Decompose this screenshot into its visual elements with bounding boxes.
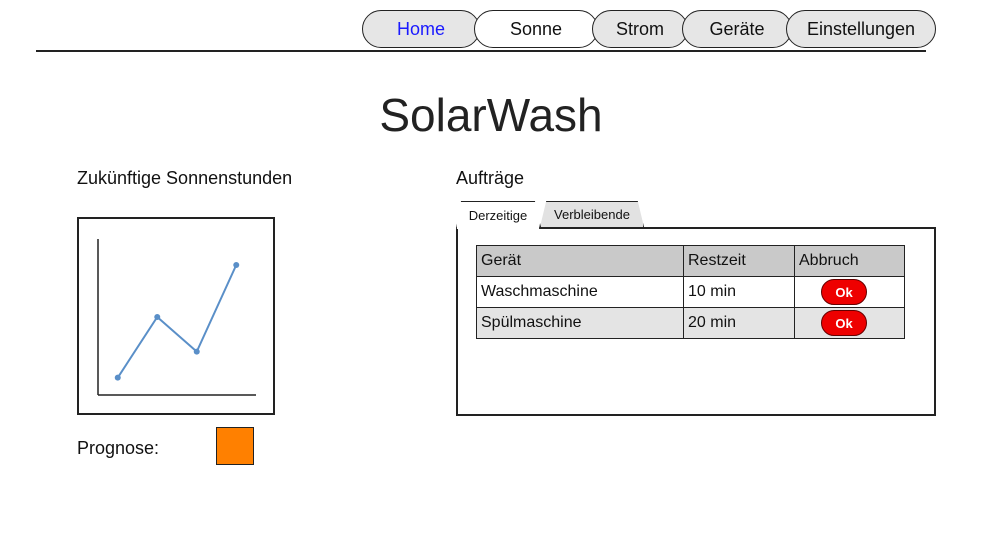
nav-tab-strom[interactable]: Strom	[592, 10, 688, 48]
column-header-geraet: Gerät	[476, 245, 684, 277]
abort-ok-button[interactable]: Ok	[821, 310, 867, 336]
sun-hours-chart	[77, 217, 275, 415]
nav-divider	[36, 50, 926, 52]
prognose-indicator	[216, 427, 254, 465]
table-row: Spülmaschine 20 min Ok	[476, 307, 905, 339]
tab-verbleibende[interactable]: Verbleibende	[540, 201, 644, 227]
prognose-label: Prognose:	[77, 438, 160, 458]
remaining-cell: 20 min	[683, 307, 795, 339]
page-title: SolarWash	[379, 89, 603, 141]
remaining-cell: 10 min	[683, 276, 795, 308]
abort-ok-button[interactable]: Ok	[821, 279, 867, 305]
nav-tab-geraete[interactable]: Geräte	[682, 10, 792, 48]
sun-hours-heading: Zukünftige Sonnenstunden	[77, 168, 293, 188]
nav-tab-einstellungen[interactable]: Einstellungen	[786, 10, 936, 48]
sun-hours-chart-svg	[97, 239, 256, 396]
abort-cell: Ok	[794, 276, 905, 308]
orders-table: Gerät Restzeit Abbruch Waschmaschine 10 …	[476, 245, 905, 339]
series-line	[116, 264, 238, 379]
device-cell: Spülmaschine	[476, 307, 684, 339]
orders-heading: Aufträge	[456, 168, 525, 188]
data-point	[154, 314, 161, 320]
tab-derzeitige[interactable]: Derzeitige	[456, 201, 540, 229]
column-header-abbruch: Abbruch	[794, 245, 905, 277]
table-header-row: Gerät Restzeit Abbruch	[476, 245, 905, 277]
data-point	[193, 348, 200, 355]
table-row: Waschmaschine 10 min Ok	[476, 276, 905, 308]
abort-cell: Ok	[794, 307, 905, 339]
nav-tab-sonne[interactable]: Sonne	[474, 10, 598, 48]
column-header-restzeit: Restzeit	[683, 245, 795, 277]
data-point	[233, 262, 240, 268]
nav-tab-home[interactable]: Home	[362, 10, 480, 48]
device-cell: Waschmaschine	[476, 276, 684, 308]
data-point	[114, 374, 121, 381]
